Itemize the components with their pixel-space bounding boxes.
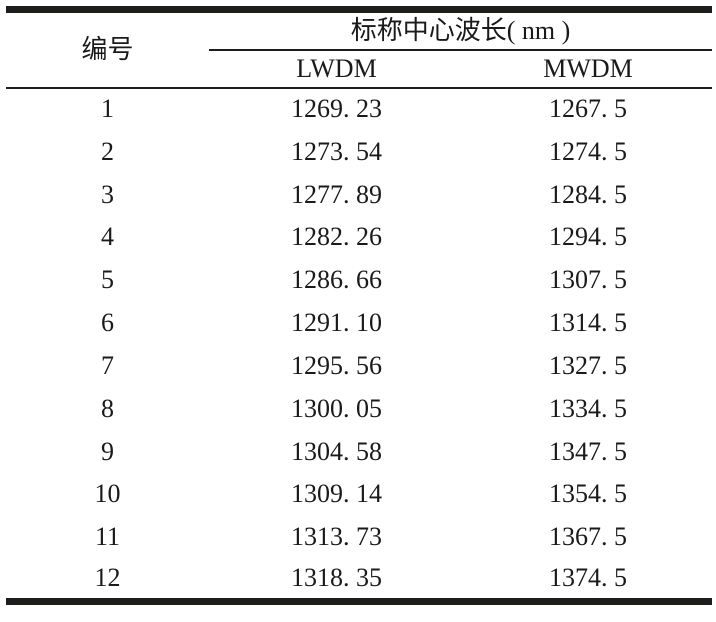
lwdm-value-cell: 1313. 73: [291, 522, 382, 552]
row-number-cell: 6: [101, 308, 114, 338]
row-number-cell: 8: [101, 393, 114, 423]
mwdm-value-cell: 1354. 5: [549, 479, 627, 509]
mwdm-value-cell: 1284. 5: [549, 179, 627, 209]
row-number-cell: 12: [94, 563, 121, 593]
table-row: 5 1286. 66 1307. 5: [6, 259, 712, 302]
lwdm-value-cell: 1300. 05: [291, 393, 382, 423]
row-number-cell: 5: [101, 265, 114, 295]
mwdm-value-cell: 1334. 5: [549, 393, 627, 423]
mwdm-value-cell: 1307. 5: [549, 265, 627, 295]
table-body: 1 1269. 23 1267. 5 2 1273. 54 1274. 5 3 1277. 8…: [6, 88, 712, 602]
row-number-cell: 10: [94, 479, 121, 509]
mwdm-value-cell: 1314. 5: [549, 308, 627, 338]
row-number-cell: 7: [101, 350, 114, 380]
table-row: 11 1313. 73 1367. 5: [6, 516, 712, 559]
table-row: 10 1309. 14 1354. 5: [6, 473, 712, 516]
lwdm-value-cell: 1286. 66: [291, 265, 382, 295]
table-row: 3 1277. 89 1284. 5: [6, 173, 712, 216]
mwdm-value-cell: 1374. 5: [549, 563, 627, 593]
table-row: 6 1291. 10 1314. 5: [6, 302, 712, 345]
table-row: 9 1304. 58 1347. 5: [6, 430, 712, 473]
mwdm-value-cell: 1274. 5: [549, 136, 627, 166]
lwdm-value-cell: 1277. 89: [291, 179, 382, 209]
table-row: 2 1273. 54 1274. 5: [6, 130, 712, 173]
header-row-sub: LWDM MWDM: [6, 49, 713, 89]
row-number-cell: 2: [101, 136, 114, 166]
lwdm-value-cell: 1309. 14: [291, 479, 382, 509]
column-header-number: 编号: [6, 9, 209, 89]
mwdm-value-cell: 1367. 5: [549, 522, 627, 552]
wavelength-table: 编号 标称中心波长( nm ) LWDM MWDM 1 1269. 23 1267.…: [6, 6, 713, 605]
row-number-cell: 1: [101, 94, 114, 124]
column-header-wavelength-group: 标称中心波长( nm ): [209, 9, 713, 51]
mwdm-value-cell: 1294. 5: [549, 222, 627, 252]
header-row-top: 编号 标称中心波长( nm ): [6, 9, 713, 89]
lwdm-value-cell: 1282. 26: [291, 222, 382, 252]
table-row: 7 1295. 56 1327. 5: [6, 344, 712, 387]
mwdm-value-cell: 1327. 5: [549, 350, 627, 380]
lwdm-value-cell: 1318. 35: [291, 563, 382, 593]
row-number-cell: 3: [101, 179, 114, 209]
column-header-mwdm: MWDM: [464, 49, 713, 89]
table-row: 1 1269. 23 1267. 5: [6, 88, 712, 131]
lwdm-value-cell: 1295. 56: [291, 350, 382, 380]
mwdm-value-cell: 1267. 5: [549, 94, 627, 124]
table-row: 8 1300. 05 1334. 5: [6, 387, 712, 430]
row-number-cell: 11: [94, 522, 121, 552]
mwdm-value-cell: 1347. 5: [549, 436, 627, 466]
lwdm-value-cell: 1304. 58: [291, 436, 382, 466]
row-number-cell: 4: [101, 222, 114, 252]
table-row: 12 1318. 35 1374. 5: [6, 559, 712, 602]
lwdm-value-cell: 1291. 10: [291, 308, 382, 338]
row-number-cell: 9: [101, 436, 114, 466]
table-header: 编号 标称中心波长( nm ) LWDM MWDM: [6, 9, 713, 89]
column-header-lwdm: LWDM: [209, 49, 464, 89]
lwdm-value-cell: 1273. 54: [291, 136, 382, 166]
table-row: 4 1282. 26 1294. 5: [6, 216, 712, 259]
lwdm-value-cell: 1269. 23: [291, 94, 382, 124]
